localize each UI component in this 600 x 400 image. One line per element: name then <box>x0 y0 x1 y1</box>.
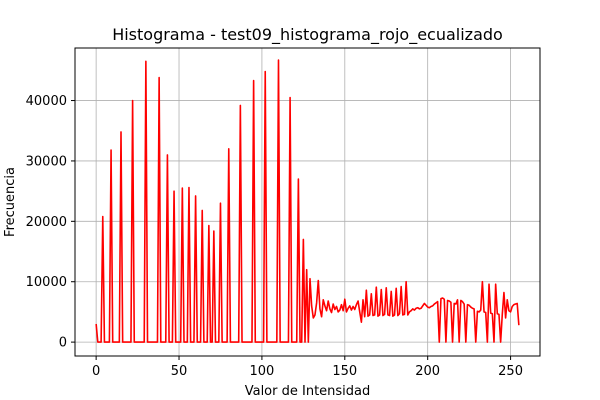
y-axis-label: Frecuencia <box>3 167 18 237</box>
x-tick-label: 150 <box>332 364 357 379</box>
series-layer <box>95 59 520 343</box>
y-tick-label: 20000 <box>26 215 67 230</box>
axis-ticks: 0 50 100 150 200 250 0 10000 20000 30000 40000 <box>26 94 523 379</box>
x-tick-label: 200 <box>415 364 440 379</box>
y-tick-label: 30000 <box>26 154 67 169</box>
y-tick-label: 40000 <box>26 94 67 109</box>
x-tick-label: 100 <box>249 364 274 379</box>
grid-lines <box>75 48 540 356</box>
y-tick-label: 0 <box>59 336 67 351</box>
x-tick-label: 50 <box>171 364 188 379</box>
plot-frame <box>74 47 541 357</box>
x-tick-label: 250 <box>498 364 523 379</box>
x-tick-label: 0 <box>92 364 100 379</box>
chart-title: Histograma - test09_histograma_rojo_ecua… <box>112 25 503 45</box>
series-line <box>95 59 520 343</box>
x-axis-label: Valor de Intensidad <box>245 384 371 399</box>
y-tick-label: 10000 <box>26 275 67 290</box>
